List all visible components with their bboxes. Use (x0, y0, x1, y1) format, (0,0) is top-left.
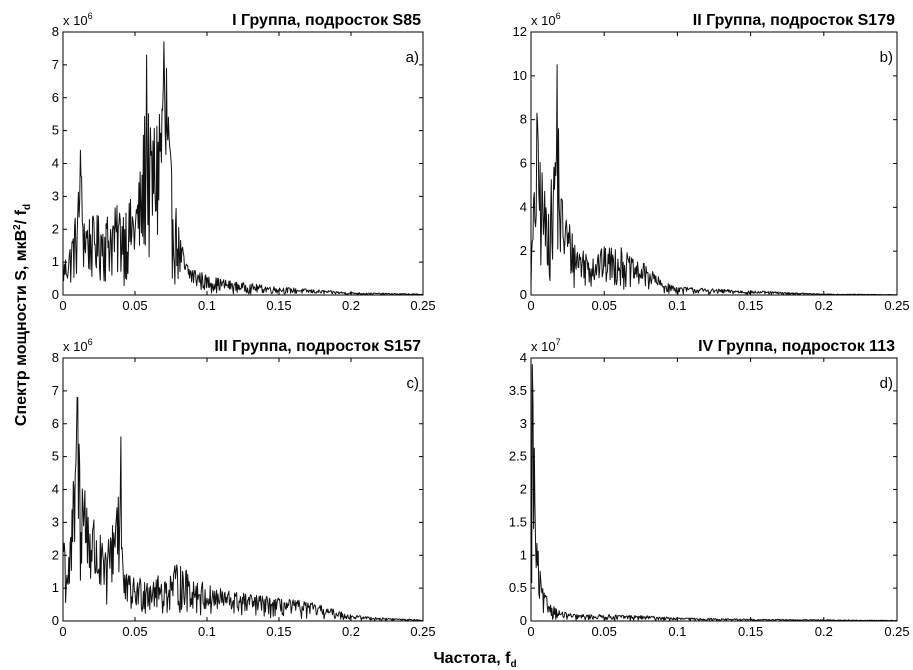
y-tick-label: 0 (52, 613, 59, 628)
x-tick-label: 0.25 (884, 298, 909, 313)
panel-letter: d) (880, 375, 893, 392)
y-tick-label: 4 (52, 482, 59, 497)
x-tick-label: 0.2 (815, 298, 833, 313)
panel-letter: b) (880, 49, 893, 66)
y-tick-label: 2 (520, 243, 527, 258)
y-tick-label: 3 (520, 416, 527, 431)
x-tick-label: 0.05 (122, 624, 147, 639)
panel-title: IV Группа, подросток 113 (698, 338, 895, 355)
y-exponent-base: x 10 (531, 13, 556, 28)
x-tick-label: 0.2 (815, 624, 833, 639)
y-tick-label: 7 (52, 383, 59, 398)
x-tick-label: 0.1 (668, 298, 686, 313)
spectrum-series-line (62, 397, 424, 622)
panel-letter: c) (407, 375, 420, 392)
y-tick-label: 6 (52, 90, 59, 105)
x-tick-label: 0.15 (266, 624, 291, 639)
x-tick-label: 0.15 (266, 298, 291, 313)
y-tick-label: 0.5 (509, 580, 527, 595)
y-tick-label: 8 (52, 24, 59, 39)
x-tick-label: 0.05 (592, 298, 617, 313)
y-exponent-label: x 106 (63, 337, 93, 354)
x-axis-label-main: Частота, f (433, 650, 511, 667)
y-exponent-label: x 106 (63, 11, 93, 28)
y-exponent-base: x 10 (531, 339, 556, 354)
y-tick-label: 2.5 (509, 449, 527, 464)
y-tick-label: 3 (52, 188, 59, 203)
y-tick-label: 8 (520, 112, 527, 127)
y-exponent-label: x 107 (531, 337, 561, 354)
plot-frame (530, 357, 898, 622)
y-axis-label-tail: / f (13, 209, 30, 224)
y-exponent-base: x 10 (63, 339, 88, 354)
y-tick-label: 4 (520, 350, 527, 365)
panel-title: II Группа, подросток S179 (693, 12, 895, 29)
x-axis-label-sub: d (510, 659, 516, 670)
y-axis-label: Спектр мощности S, мкВ2/ fd (12, 204, 33, 426)
y-exponent-power: 6 (88, 11, 93, 21)
y-tick-label: 6 (52, 416, 59, 431)
y-tick-label: 5 (52, 123, 59, 138)
y-tick-label: 3.5 (509, 383, 527, 398)
y-tick-label: 1 (520, 547, 527, 562)
x-tick-label: 0 (59, 298, 66, 313)
y-tick-label: 1 (52, 254, 59, 269)
x-tick-label: 0.1 (198, 298, 216, 313)
x-tick-label: 0.15 (738, 298, 763, 313)
y-tick-label: 10 (513, 68, 527, 83)
spectrum-series-line (530, 64, 897, 296)
x-tick-label: 0 (527, 298, 534, 313)
y-tick-label: 1 (52, 580, 59, 595)
spectrum-series-line (530, 364, 898, 622)
x-tick-label: 0 (527, 624, 534, 639)
y-axis-label-main: Спектр мощности S, мкВ (13, 230, 30, 426)
x-tick-label: 0.05 (122, 298, 147, 313)
y-tick-label: 1.5 (509, 514, 527, 529)
plot-frame (62, 357, 424, 622)
y-tick-label: 4 (52, 156, 59, 171)
y-exponent-label: x 106 (531, 11, 561, 28)
y-tick-label: 8 (52, 350, 59, 365)
y-exponent-power: 7 (556, 337, 561, 347)
y-exponent-base: x 10 (63, 13, 88, 28)
x-tick-label: 0 (59, 624, 66, 639)
y-tick-label: 7 (52, 57, 59, 72)
y-tick-label: 2 (52, 547, 59, 562)
x-axis-label: Частота, fd (433, 650, 516, 670)
y-tick-label: 2 (520, 482, 527, 497)
y-tick-label: 2 (52, 221, 59, 236)
y-exponent-power: 6 (556, 11, 561, 21)
y-tick-label: 5 (52, 449, 59, 464)
x-tick-label: 0.2 (342, 624, 360, 639)
y-tick-label: 12 (513, 24, 527, 39)
x-tick-label: 0.25 (410, 298, 435, 313)
y-axis-label-sub: d (22, 204, 33, 210)
x-tick-label: 0.05 (592, 624, 617, 639)
x-tick-label: 0.1 (198, 624, 216, 639)
y-tick-label: 3 (52, 514, 59, 529)
y-axis-label-sup: 2 (12, 224, 23, 230)
y-tick-label: 6 (520, 156, 527, 171)
panel-letter: a) (406, 49, 419, 66)
x-tick-label: 0.25 (884, 624, 909, 639)
y-exponent-power: 6 (88, 337, 93, 347)
spectrum-series-line (62, 41, 424, 296)
x-tick-label: 0.2 (342, 298, 360, 313)
chart-panel-4: 0 0.05 0.1 0.15 0.2 0.25 0 0.5 1 1.5 2 2.5 3 3.5 4 x 10… (509, 337, 910, 639)
x-tick-label: 0.15 (738, 624, 763, 639)
x-tick-label: 0.25 (410, 624, 435, 639)
y-tick-label: 0 (520, 613, 527, 628)
panel-title: I Группа, подросток S85 (232, 12, 421, 29)
y-tick-label: 0 (520, 287, 527, 302)
y-tick-label: 0 (52, 287, 59, 302)
panel-title: III Группа, подросток S157 (214, 338, 421, 355)
y-tick-label: 4 (520, 199, 527, 214)
x-tick-label: 0.1 (668, 624, 686, 639)
